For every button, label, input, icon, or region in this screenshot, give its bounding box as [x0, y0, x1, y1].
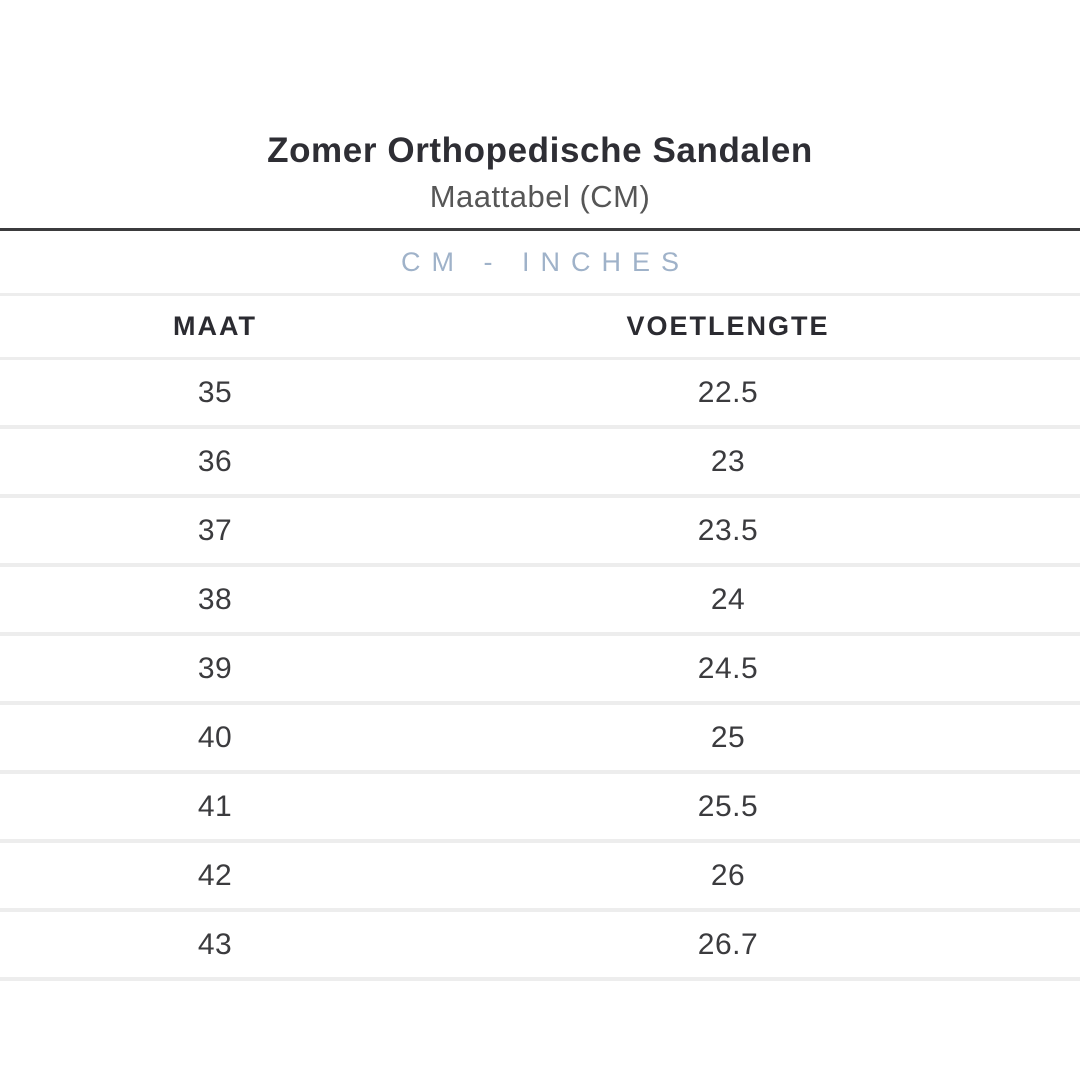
cell-maat: 42: [197, 858, 233, 892]
cell-maat: 40: [197, 720, 233, 754]
table-row: 36 23: [0, 429, 1080, 498]
cell-maat: 39: [197, 651, 233, 685]
cell-maat: 38: [197, 582, 233, 616]
table-row: 35 22.5: [0, 360, 1080, 429]
page-title: Zomer Orthopedische Sandalen: [267, 131, 813, 170]
table-row: 37 23.5: [0, 498, 1080, 567]
table-row: 43 26.7: [0, 912, 1080, 981]
table-body: 35 22.5 36 23 37 23.5 38 24 39 24.5 40 2…: [0, 360, 1080, 981]
column-header-voetlengte: VOETLENGTE: [626, 311, 830, 341]
cell-voetlengte: 22.5: [697, 375, 759, 409]
table-header-row: MAAT VOETLENGTE: [0, 296, 1080, 360]
cell-maat: 36: [197, 444, 233, 478]
cell-voetlengte: 23.5: [697, 513, 759, 547]
cell-voetlengte: 25.5: [697, 789, 759, 823]
divider-dark: [0, 228, 1080, 231]
cell-maat: 41: [197, 789, 233, 823]
cell-voetlengte: 26.7: [697, 927, 759, 961]
unit-band-label: CM - INCHES: [401, 246, 690, 277]
divider-light: [0, 293, 1080, 296]
table-row: 42 26: [0, 843, 1080, 912]
cell-voetlengte: 24: [710, 582, 746, 616]
cell-voetlengte: 26: [710, 858, 746, 892]
table-row: 38 24: [0, 567, 1080, 636]
column-header-maat: MAAT: [173, 311, 257, 341]
cell-voetlengte: 25: [710, 720, 746, 754]
cell-maat: 37: [197, 513, 233, 547]
cell-voetlengte: 23: [710, 444, 746, 478]
table-row: 39 24.5: [0, 636, 1080, 705]
cell-maat: 43: [197, 927, 233, 961]
cell-maat: 35: [197, 375, 233, 409]
table-row: 41 25.5: [0, 774, 1080, 843]
page-subtitle: Maattabel (CM): [429, 179, 651, 214]
cell-voetlengte: 24.5: [697, 651, 759, 685]
table-row: 40 25: [0, 705, 1080, 774]
size-table: MAAT VOETLENGTE 35 22.5 36 23 37 23.5 38…: [0, 296, 1080, 981]
